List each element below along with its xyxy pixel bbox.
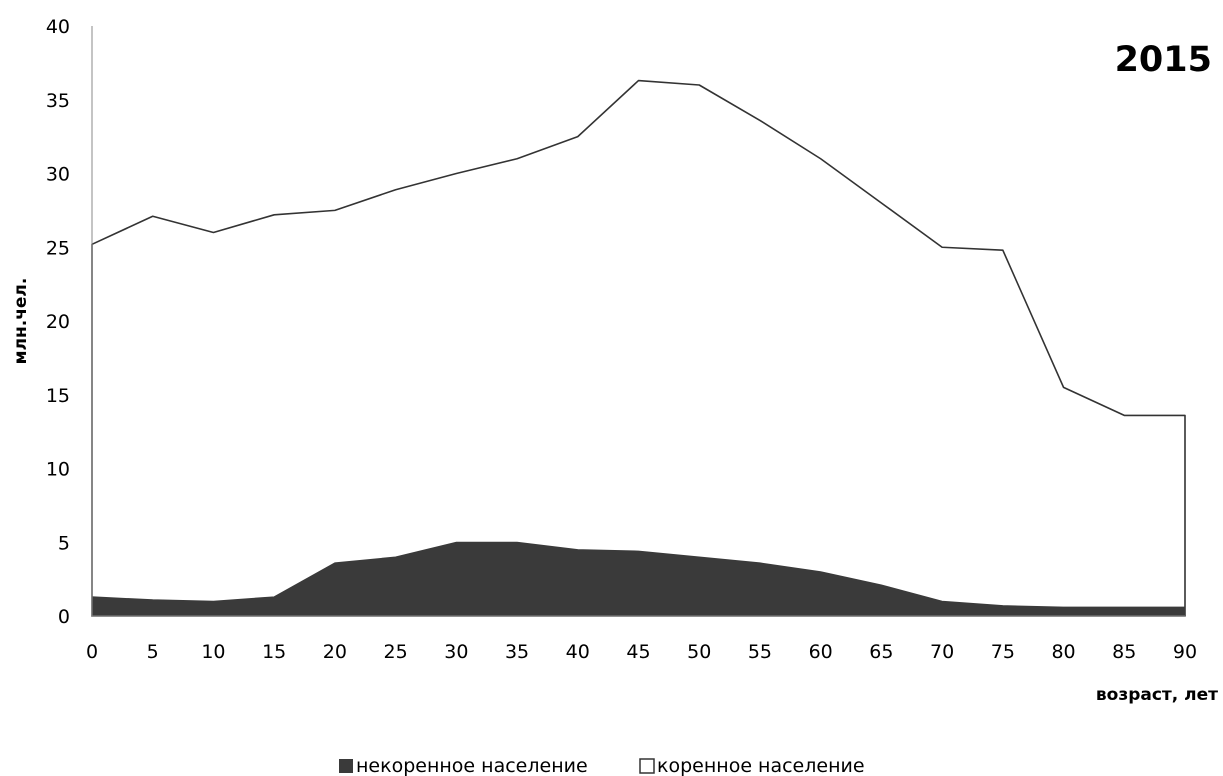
x-tick-label: 35 [505, 641, 529, 663]
x-tick-label: 90 [1173, 641, 1197, 663]
legend: некоренное население коренное население [339, 755, 865, 776]
y-tick-labels: 0 5 10 15 20 25 30 35 40 [46, 16, 70, 628]
y-axis-title: млн.чел. [11, 278, 31, 365]
x-axis-title: возраст, лет [1096, 685, 1218, 705]
x-tick-label: 0 [86, 641, 98, 663]
x-tick-label: 80 [1051, 641, 1075, 663]
y-tick-label: 30 [46, 164, 70, 186]
x-tick-label: 5 [147, 641, 159, 663]
x-tick-label: 30 [444, 641, 468, 663]
chart-title: 2015 [1115, 40, 1212, 80]
area-series-non-indigenous [91, 541, 1186, 617]
y-tick-label: 10 [46, 459, 70, 481]
y-tick-label: 15 [46, 385, 70, 407]
plot-areas [91, 79, 1186, 617]
x-tick-label: 85 [1112, 641, 1136, 663]
legend-swatch-non-indigenous [339, 759, 353, 773]
x-tick-label: 60 [809, 641, 833, 663]
y-tick-label: 0 [58, 606, 70, 628]
axes [91, 26, 1185, 617]
y-tick-label: 5 [58, 532, 70, 554]
y-tick-label: 40 [46, 16, 70, 38]
x-tick-label: 65 [869, 641, 893, 663]
x-tick-label: 40 [566, 641, 590, 663]
y-tick-label: 35 [46, 90, 70, 112]
x-tick-label: 55 [748, 641, 772, 663]
y-tick-label: 25 [46, 237, 70, 259]
x-tick-label: 15 [262, 641, 286, 663]
x-tick-label: 20 [323, 641, 347, 663]
x-tick-label: 70 [930, 641, 954, 663]
legend-label-non-indigenous: некоренное население [356, 755, 588, 776]
legend-swatch-indigenous [639, 758, 655, 774]
area-series-indigenous [91, 79, 1186, 617]
x-tick-label: 10 [201, 641, 225, 663]
x-tick-label: 75 [991, 641, 1015, 663]
x-tick-label: 45 [626, 641, 650, 663]
x-tick-label: 50 [687, 641, 711, 663]
x-tick-label: 25 [384, 641, 408, 663]
legend-label-indigenous: коренное население [657, 755, 865, 776]
y-tick-label: 20 [46, 311, 70, 333]
x-tick-labels: 0 5 10 15 20 25 30 35 40 45 50 55 60 65 70 75 80 85 90 [86, 641, 1197, 663]
